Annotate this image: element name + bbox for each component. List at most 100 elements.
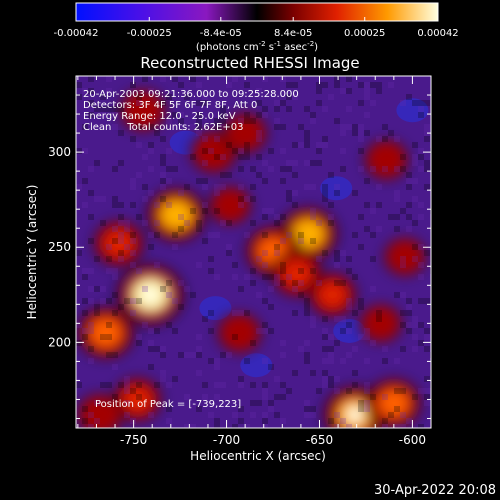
plot-frame xyxy=(75,75,432,429)
pixel-cell xyxy=(118,214,124,220)
pixel-cell xyxy=(364,88,370,94)
pixel-cell xyxy=(244,82,250,88)
pixel-cell xyxy=(364,406,370,412)
pixel-cell xyxy=(154,262,160,268)
pixel-cell xyxy=(346,388,352,394)
pixel-cell xyxy=(232,262,238,268)
pixel-cell xyxy=(160,160,166,166)
pixel-cell xyxy=(130,202,136,208)
pixel-cell xyxy=(310,268,316,274)
pixel-cell xyxy=(268,286,274,292)
pixel-cell xyxy=(238,196,244,202)
pixel-cell xyxy=(196,124,202,130)
pixel-cell xyxy=(166,94,172,100)
pixel-cell xyxy=(142,220,148,226)
pixel-cell xyxy=(358,304,364,310)
pixel-cell xyxy=(118,382,124,388)
pixel-cell xyxy=(148,142,154,148)
pixel-cell xyxy=(124,400,130,406)
pixel-cell xyxy=(310,118,316,124)
pixel-cell xyxy=(394,292,400,298)
pixel-cell xyxy=(262,232,268,238)
pixel-cell xyxy=(106,88,112,94)
pixel-cell xyxy=(412,316,418,322)
pixel-cell xyxy=(142,196,148,202)
heat-core xyxy=(201,140,227,164)
pixel-cell xyxy=(352,130,358,136)
pixel-cell xyxy=(202,94,208,100)
pixel-cell xyxy=(154,220,160,226)
pixel-cell xyxy=(406,178,412,184)
pixel-cell xyxy=(394,196,400,202)
pixel-cell xyxy=(202,394,208,400)
pixel-cell xyxy=(112,364,118,370)
pixel-cell xyxy=(88,238,94,244)
pixel-cell xyxy=(208,310,214,316)
pixel-cell xyxy=(274,412,280,418)
pixel-cell xyxy=(166,148,172,154)
footer-timestamp: 30-Apr-2022 20:08 xyxy=(374,483,496,498)
pixel-cell xyxy=(358,166,364,172)
pixel-cell xyxy=(256,256,262,262)
pixel-cell xyxy=(370,286,376,292)
pixel-cell xyxy=(346,352,352,358)
pixel-cell xyxy=(394,388,400,394)
pixel-cell xyxy=(418,106,424,112)
pixel-cell xyxy=(256,130,262,136)
pixel-cell xyxy=(310,208,316,214)
pixel-cell xyxy=(172,112,178,118)
pixel-cell xyxy=(220,172,226,178)
pixel-cell xyxy=(88,166,94,172)
pixel-cell xyxy=(112,238,118,244)
pixel-cell xyxy=(196,178,202,184)
pixel-cell xyxy=(244,142,250,148)
pixel-cell xyxy=(250,268,256,274)
pixel-cell xyxy=(340,166,346,172)
pixel-cell xyxy=(376,310,382,316)
pixel-cell xyxy=(208,148,214,154)
pixel-cell xyxy=(190,424,196,428)
pixel-cell xyxy=(256,154,262,160)
pixel-cell xyxy=(280,382,286,388)
pixel-cell xyxy=(280,418,286,424)
pixel-cell xyxy=(256,112,262,118)
pixel-cell xyxy=(382,166,388,172)
pixel-cell xyxy=(160,100,166,106)
heat-core xyxy=(90,319,121,347)
pixel-cell xyxy=(400,154,406,160)
pixel-cell xyxy=(316,88,322,94)
pixel-cell xyxy=(262,418,268,424)
pixel-cell xyxy=(412,394,418,400)
pixel-cell xyxy=(400,292,406,298)
pixel-cell xyxy=(358,130,364,136)
pixel-cell xyxy=(262,112,268,118)
pixel-cell xyxy=(328,358,334,364)
pixel-cell xyxy=(124,244,130,250)
pixel-cell xyxy=(148,412,154,418)
pixel-cell xyxy=(268,166,274,172)
pixel-cell xyxy=(346,424,352,428)
pixel-cell xyxy=(388,214,394,220)
pixel-cell xyxy=(394,358,400,364)
colorbar-units: (photons cm-2 s-1 asec-2) xyxy=(196,40,318,53)
x-axis: -750 -700 -650 -600 xyxy=(77,76,432,447)
pixel-cell xyxy=(184,220,190,226)
pixel-cell xyxy=(160,376,166,382)
pixel-cell xyxy=(166,202,172,208)
pixel-cell xyxy=(310,406,316,412)
heat-core xyxy=(218,195,242,216)
x-tick-label: -700 xyxy=(213,433,240,447)
pixel-cell xyxy=(370,208,376,214)
pixel-cell xyxy=(394,190,400,196)
pixel-cell xyxy=(358,100,364,106)
pixel-cell xyxy=(322,316,328,322)
pixel-cell xyxy=(316,160,322,166)
pixel-cell xyxy=(196,226,202,232)
pixel-cell xyxy=(202,208,208,214)
pixel-cell xyxy=(178,190,184,196)
pixel-cell xyxy=(340,250,346,256)
pixel-cell xyxy=(292,172,298,178)
pixel-cell xyxy=(310,112,316,118)
pixel-cell xyxy=(304,358,310,364)
pixel-cell xyxy=(214,418,220,424)
